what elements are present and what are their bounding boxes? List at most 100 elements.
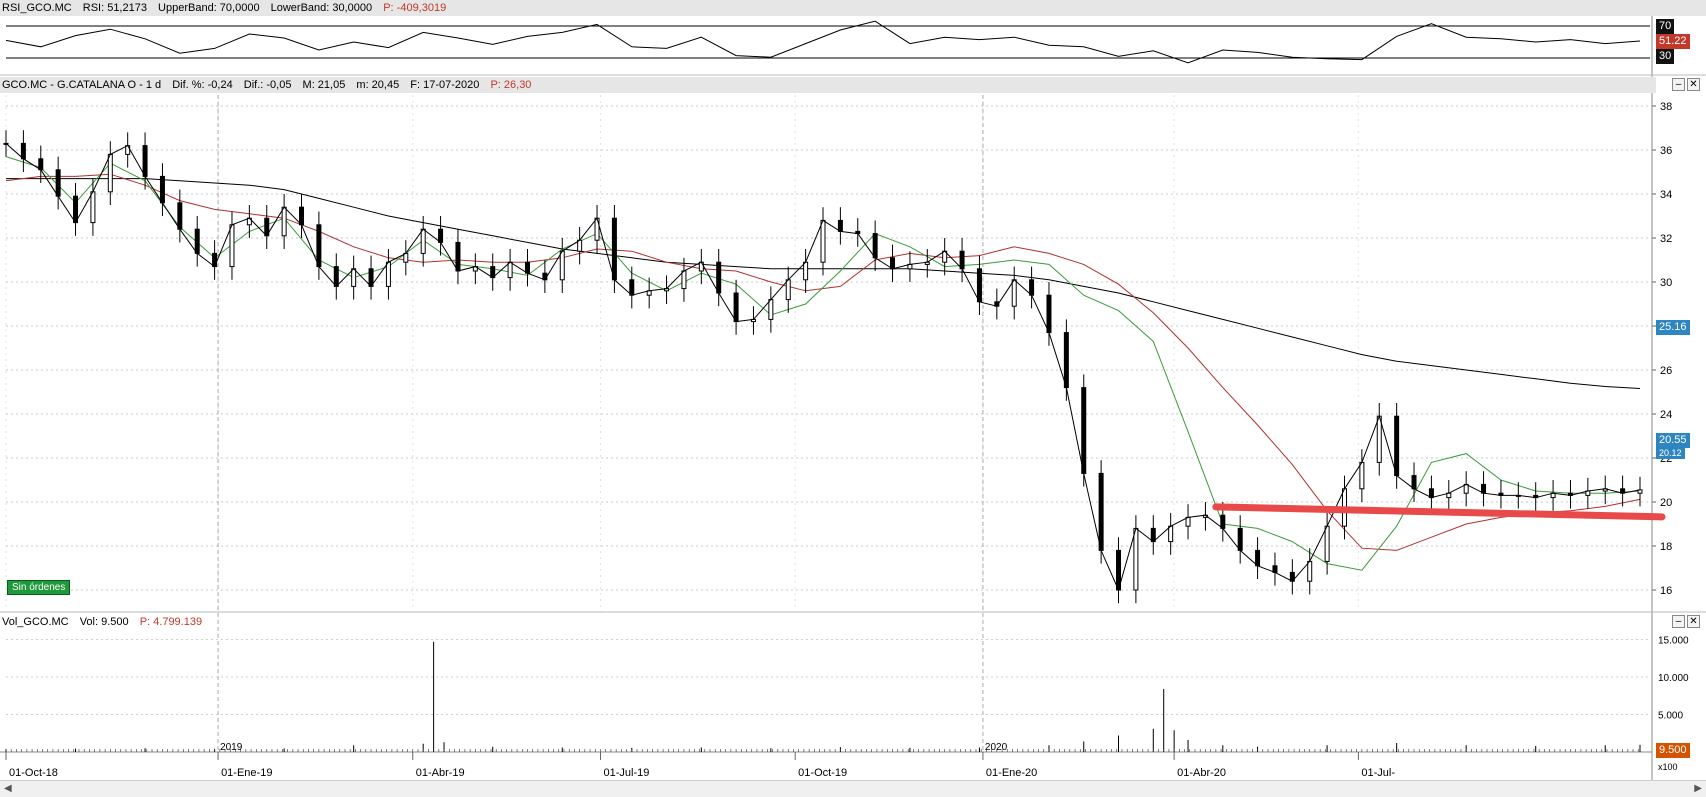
price-candle (229, 224, 235, 268)
axes (0, 16, 1706, 780)
volume-tick-label: 15.000 (1658, 636, 1689, 647)
price-candle (1185, 516, 1191, 527)
price-candle (507, 261, 513, 279)
price-candle (1324, 525, 1330, 562)
rsi-lower-band: LowerBand: 30,0000 (270, 2, 373, 14)
time-tick-label: 01-Ene-20 (986, 767, 1037, 779)
price-candle (837, 219, 843, 232)
price-candle (142, 145, 148, 177)
price-candle (1081, 387, 1087, 474)
price-candle (73, 195, 79, 224)
price-candle (194, 228, 200, 254)
rsi-upper-badge: 70 (1656, 19, 1675, 34)
close-series-line (5, 143, 1641, 592)
price-candle (1359, 461, 1365, 490)
price-candle (351, 268, 357, 287)
price-candle (1098, 472, 1104, 551)
price-plot (3, 130, 1666, 604)
price-badge: 20.55 (1656, 433, 1690, 448)
price-candle (1133, 527, 1139, 591)
price-candle (107, 153, 113, 193)
minimize-icon[interactable]: – (1672, 78, 1685, 91)
sma200-badge: 25.16 (1656, 320, 1690, 335)
price-candle (1394, 415, 1400, 477)
price-dif-pct: Dif. %: -0,24 (172, 79, 233, 91)
volume-window-buttons: – ✕ (1670, 615, 1700, 628)
price-candle (698, 261, 704, 272)
price-candle (1255, 549, 1261, 567)
price-candle (577, 239, 583, 252)
volume-plot (5, 641, 1641, 752)
price-candle (1220, 514, 1226, 529)
price-candle (125, 145, 131, 155)
support-line (1212, 503, 1666, 521)
close-icon[interactable]: ✕ (1687, 78, 1700, 91)
time-tick-label: 01-Oct-19 (798, 767, 847, 779)
close-icon[interactable]: ✕ (1687, 615, 1700, 628)
price-candle (716, 261, 722, 294)
volume-scale-label: x100 (1658, 762, 1678, 772)
grid (5, 95, 1650, 752)
price-header: GCO.MC - G.CATALANA O - 1 d Dif. %: -0,2… (0, 77, 1656, 93)
price-candle (159, 175, 165, 204)
price-candle (420, 228, 426, 254)
time-tick-label: 01-Abr-19 (416, 767, 465, 779)
rsi-header: RSI_GCO.MC RSI: 51,2173 UpperBand: 70,00… (0, 0, 1706, 16)
scroll-left-icon[interactable]: ◀ (4, 783, 12, 794)
price-window-buttons: – ✕ (1670, 78, 1700, 91)
year-label: 2020 (985, 742, 1008, 753)
sma10-series-line (5, 156, 1641, 571)
price-candle (1376, 415, 1382, 463)
price-tick-label: 32 (1660, 233, 1672, 245)
price-max: M: 21,05 (302, 79, 346, 91)
time-tick-label: 01-Jul-19 (603, 767, 649, 779)
price-date: F: 17-07-2020 (410, 79, 480, 91)
price-tick-label: 24 (1660, 409, 1672, 421)
price-p: P: 26,30 (490, 79, 532, 91)
price-candle (803, 261, 809, 281)
price-tick-label: 34 (1660, 189, 1672, 201)
rsi-upper-band: UpperBand: 70,0000 (158, 2, 260, 14)
price-candle (524, 261, 530, 274)
price-candle (611, 217, 617, 281)
scroll-right-icon[interactable]: ▶ (1694, 783, 1702, 794)
price-candle (890, 257, 896, 270)
price-tick-label: 36 (1660, 145, 1672, 157)
price-candle (681, 270, 687, 290)
rsi-series-line (5, 20, 1641, 64)
volume-badge: 9.500 (1656, 743, 1690, 758)
price-candle (733, 292, 739, 323)
price-min: m: 20,45 (356, 79, 400, 91)
volume-tick-label: 10.000 (1658, 673, 1689, 684)
price-candle (38, 158, 44, 171)
price-candle (820, 219, 826, 263)
sma-small-badge: 20.12 (1656, 448, 1685, 459)
orders-status-badge[interactable]: Sin órdenes (7, 580, 71, 595)
price-candle (20, 142, 26, 160)
horizontal-scrollbar[interactable]: ◀ ▶ (0, 780, 1706, 797)
rsi-value: RSI: 51,2173 (82, 2, 147, 14)
price-candle (559, 250, 565, 281)
price-candle (1428, 488, 1434, 499)
price-dif: Dif.: -0,05 (243, 79, 292, 91)
price-candle (177, 202, 183, 230)
price-candle (385, 261, 391, 287)
price-candle (959, 250, 965, 270)
price-candle (316, 224, 322, 268)
price-tick-label: 16 (1660, 585, 1672, 597)
price-symbol: GCO.MC - G.CATALANA O - 1 d (2, 79, 162, 91)
minimize-icon[interactable]: – (1672, 615, 1685, 628)
volume-header: Vol_GCO.MC Vol: 9.500 P: 4.799.139 (0, 614, 1656, 630)
price-candle (299, 206, 305, 226)
price-candle (90, 191, 96, 224)
price-candle (785, 279, 791, 301)
volume-value: Vol: 9.500 (79, 616, 129, 628)
price-candle (1237, 527, 1243, 551)
price-tick-label: 38 (1660, 101, 1672, 113)
rsi-p: P: -409,3019 (383, 2, 447, 14)
price-candle (1411, 475, 1417, 490)
price-candle (872, 233, 878, 259)
price-candle (1150, 527, 1156, 543)
volume-tick-label: 5.000 (1658, 711, 1683, 722)
price-candle (1011, 279, 1017, 307)
